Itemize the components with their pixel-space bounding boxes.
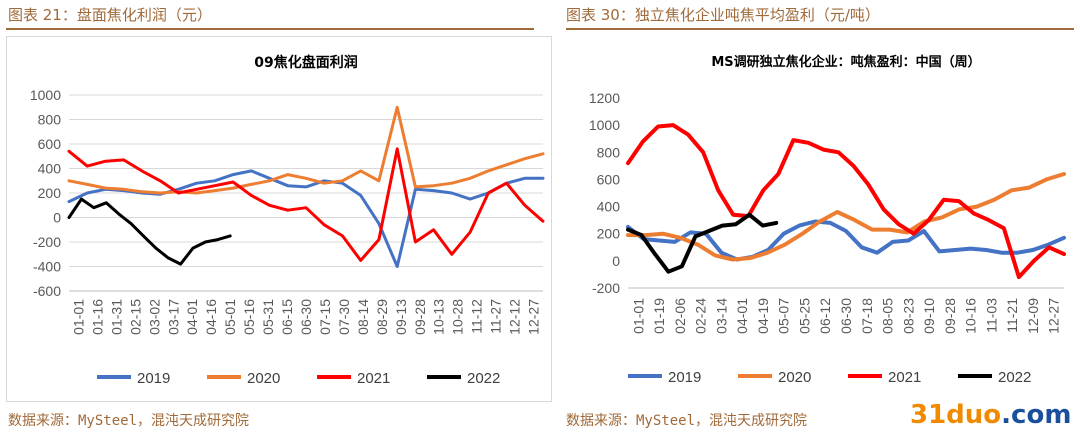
chart-panel-coke-margin: 09焦化盘面利润 -600 -400 -200 0 200 400 600 800 1000 01-…	[6, 36, 552, 402]
y-tick-label: 400	[38, 161, 62, 177]
legend-label: 2021	[357, 370, 390, 387]
x-tick-label: 10-13	[431, 299, 447, 335]
x-tick-label: 07-18	[859, 298, 875, 334]
x-tick-label: 03-17	[165, 299, 181, 335]
x-tick-label: 02-24	[693, 298, 709, 334]
x-tick-label: 01-16	[89, 299, 105, 335]
x-tick-label: 03-14	[713, 298, 729, 334]
x-tick-label: 08-29	[374, 299, 390, 335]
series-line-2021	[67, 147, 545, 262]
y-tick-label: 0	[612, 253, 620, 269]
legend-label: 2019	[668, 369, 701, 386]
legend-label: 2021	[888, 369, 921, 386]
x-tick-label: 11-03	[983, 298, 999, 333]
x-tick-label: 02-15	[127, 299, 143, 335]
x-tick-label: 04-01	[734, 298, 750, 334]
x-tick-label: 06-30	[298, 299, 314, 335]
y-tick-label: 1200	[589, 90, 620, 106]
x-tick-label: 12-09	[1025, 298, 1041, 334]
x-tick-label: 08-14	[355, 299, 371, 335]
series-line-2019	[67, 169, 545, 268]
x-tick-label: 08-23	[900, 298, 916, 334]
x-tick-label: 06-15	[279, 299, 295, 335]
watermark-part1: 31duo	[910, 400, 1002, 430]
y-tick-label: 1000	[30, 87, 61, 103]
x-tick-label: 07-15	[317, 299, 333, 335]
x-tick-label: 09-28	[412, 299, 428, 335]
watermark-part2: .com	[1001, 400, 1072, 430]
legend-label: 2019	[137, 370, 170, 387]
x-tick-label: 04-16	[203, 299, 219, 335]
x-tick-label: 11-12	[469, 299, 485, 334]
x-tick-label: 05-31	[260, 299, 276, 335]
chart-title: MS调研独立焦化企业：吨焦盈利：中国（周）	[711, 54, 980, 70]
x-tick-label: 04-01	[184, 299, 200, 335]
x-tick-label: 11-21	[1004, 298, 1020, 333]
y-tick-label: 800	[38, 112, 62, 128]
x-tick-label: 09-10	[921, 298, 937, 334]
chart-coke-profit-per-ton: MS调研独立焦化企业：吨焦盈利：中国（周） -200 0 200 400 600 800 10…	[589, 54, 1066, 386]
x-tick-label: 01-19	[651, 298, 667, 334]
y-tick-label: 400	[597, 199, 621, 215]
y-tick-label: 600	[38, 136, 62, 152]
x-tick-label: 08-05	[880, 298, 896, 334]
x-tick-label: 05-16	[241, 299, 257, 335]
x-tick-label: 01-01	[70, 299, 86, 335]
x-tick-label: 09-28	[942, 298, 958, 334]
x-tick-label: 03-02	[146, 299, 162, 335]
series-line-2022	[626, 212, 779, 274]
series-line-2022	[67, 197, 232, 266]
y-tick-label: 200	[597, 226, 621, 242]
x-tick-label: 12-27	[526, 299, 542, 335]
y-tick-label: -200	[33, 234, 61, 250]
figure-caption-right: 图表 30：独立焦化企业吨焦平均盈利（元/吨）	[566, 6, 880, 24]
x-tick-label: 10-16	[963, 298, 979, 334]
legend-label: 2022	[998, 369, 1031, 386]
x-tick-label: 04-19	[755, 298, 771, 334]
chart-coke-futures-margin: 09焦化盘面利润 -600 -400 -200 0 200 400 600 800 1000 01-…	[30, 54, 545, 387]
legend-label: 2022	[467, 370, 500, 387]
x-tick-label: 07-30	[336, 299, 352, 335]
legend-label: 2020	[778, 369, 811, 386]
x-tick-label: 06-12	[817, 298, 833, 334]
data-source-left: 数据来源：MySteel，混沌天成研究院	[8, 413, 250, 429]
y-tick-label: -200	[592, 280, 620, 296]
x-tick-label: 09-13	[393, 299, 409, 335]
legend-label: 2020	[247, 370, 280, 387]
chart-panel-coke-profit: MS调研独立焦化企业：吨焦盈利：中国（周） -200 0 200 400 600 800 10…	[566, 36, 1074, 402]
x-tick-label: 12-27	[1046, 298, 1062, 334]
caption-divider-right	[566, 28, 1074, 30]
series-line-2020	[67, 105, 545, 195]
x-tick-label: 01-01	[630, 298, 646, 334]
y-tick-label: 200	[38, 185, 62, 201]
x-tick-label: 05-01	[222, 299, 238, 335]
y-tick-label: 800	[597, 144, 621, 160]
y-tick-label: 600	[597, 171, 621, 187]
data-source-right: 数据来源：MySteel，混沌天成研究院	[566, 413, 808, 429]
x-tick-label: 05-07	[776, 298, 792, 334]
x-tick-label: 10-28	[450, 299, 466, 335]
series-line-2021	[626, 123, 1066, 280]
y-tick-label: -400	[33, 259, 61, 275]
y-tick-label: 0	[53, 210, 61, 226]
watermark-logo: 31duo.com	[910, 400, 1071, 430]
x-tick-label: 02-06	[672, 298, 688, 334]
series-line-2020	[626, 172, 1066, 262]
figure-caption-left: 图表 21：盘面焦化利润（元）	[8, 6, 212, 24]
y-tick-label: 1000	[589, 117, 620, 133]
x-tick-label: 05-25	[796, 298, 812, 334]
x-tick-label: 01-31	[108, 299, 124, 335]
y-tick-label: -600	[33, 283, 61, 299]
x-tick-label: 06-30	[838, 298, 854, 334]
chart-title: 09焦化盘面利润	[254, 54, 357, 71]
x-tick-label: 12-12	[507, 299, 523, 335]
caption-divider-left	[6, 28, 534, 30]
x-tick-label: 11-27	[488, 299, 504, 334]
